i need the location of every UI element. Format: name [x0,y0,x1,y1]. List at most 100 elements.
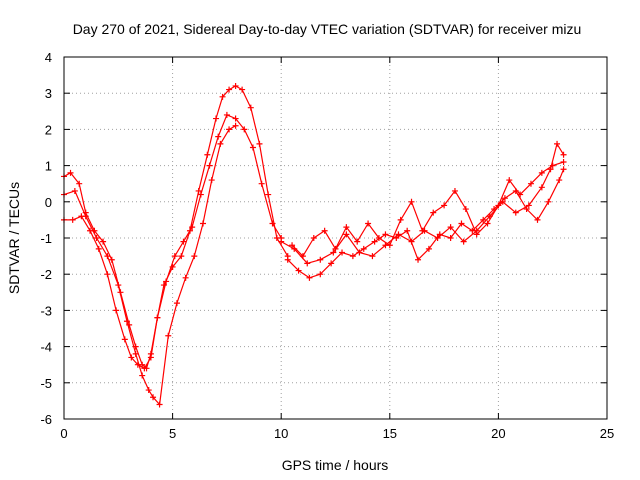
data-point [415,256,422,263]
data-point [197,191,204,198]
x-axis-tick-labels: 0 5 10 15 20 25 [60,426,614,441]
data-point [100,238,107,245]
chart-title: Day 270 of 2021, Sidereal Day-to-day VTE… [73,21,582,37]
data-point [258,180,265,187]
y-tick-label: -2 [40,267,52,282]
data-point [78,213,85,220]
x-tick-label: 0 [60,426,67,441]
data-point [93,235,100,241]
data-point [150,394,157,401]
data-point [382,231,389,238]
data-point [421,227,428,234]
data-point [141,365,148,372]
data-point [538,169,545,176]
data-point [217,140,224,147]
y-tick-label: 0 [45,195,52,210]
y-tick-label: 4 [45,50,52,65]
data-point [525,202,532,209]
axis-ticks [63,56,608,420]
data-point [382,242,389,249]
data-point [249,144,256,151]
data-point [160,282,167,289]
data-point [549,162,556,169]
data-point [556,177,563,184]
y-tick-label: -4 [40,340,52,355]
data-point [343,231,350,238]
data-point [291,245,298,252]
data-point [284,256,291,263]
data-point [134,361,141,368]
data-point [104,253,111,260]
series-line [280,143,565,264]
data-point [195,187,202,194]
data-point [527,180,534,187]
data-point [484,220,491,227]
data-point [349,253,356,260]
data-point [223,111,230,118]
data-point [430,209,437,216]
data-point [232,82,239,89]
grid [64,57,607,419]
data-point [145,387,152,394]
data-point [317,271,324,278]
data-point [226,126,233,133]
data-point [369,253,376,260]
data-point [356,249,363,256]
data-point [200,220,207,227]
data-point [206,162,213,169]
data-point [180,238,187,245]
series-layer [61,82,567,408]
data-point [269,220,276,227]
data-point [104,271,111,278]
data-point [241,126,248,133]
data-point [191,253,198,260]
y-tick-label: -5 [40,376,52,391]
data-point [408,238,415,245]
data-point [486,213,493,220]
data-point [232,115,239,122]
data-point [115,282,122,289]
data-point [265,191,272,198]
data-point [328,260,335,267]
data-point [165,332,172,339]
data-point [306,274,313,281]
data-point [397,216,404,223]
data-point [67,169,74,176]
data-point [108,256,115,263]
data-point [554,140,561,147]
data-point [330,249,337,256]
data-point [339,249,346,256]
data-point [173,300,180,307]
data-point [95,245,102,252]
data-point [375,235,382,241]
series-sat-c [61,111,285,372]
data-point [123,318,130,325]
data-point [395,231,402,238]
y-axis-tick-labels: -6 -5 -4 -3 -2 -1 0 1 2 3 4 [40,50,52,427]
data-point [451,187,458,194]
data-point [501,195,508,202]
data-point [434,235,441,241]
data-point [499,198,506,205]
x-tick-label: 5 [169,426,176,441]
y-tick-label: -3 [40,303,52,318]
data-point [441,202,448,209]
y-tick-label: -6 [40,412,52,427]
data-point [547,166,554,173]
data-point [208,177,215,184]
x-tick-label: 15 [383,426,397,441]
series-sat-e [289,158,567,260]
data-point [147,354,154,361]
data-point [126,321,133,328]
y-axis-label: SDTVAR / TECUs [6,182,22,294]
data-point [321,227,328,234]
data-point [480,216,487,223]
data-point [171,253,178,260]
data-point [371,238,378,245]
data-point [189,224,196,231]
x-axis-label: GPS time / hours [282,457,389,473]
data-point [408,198,415,205]
y-tick-label: 2 [45,122,52,137]
data-point [560,158,567,165]
